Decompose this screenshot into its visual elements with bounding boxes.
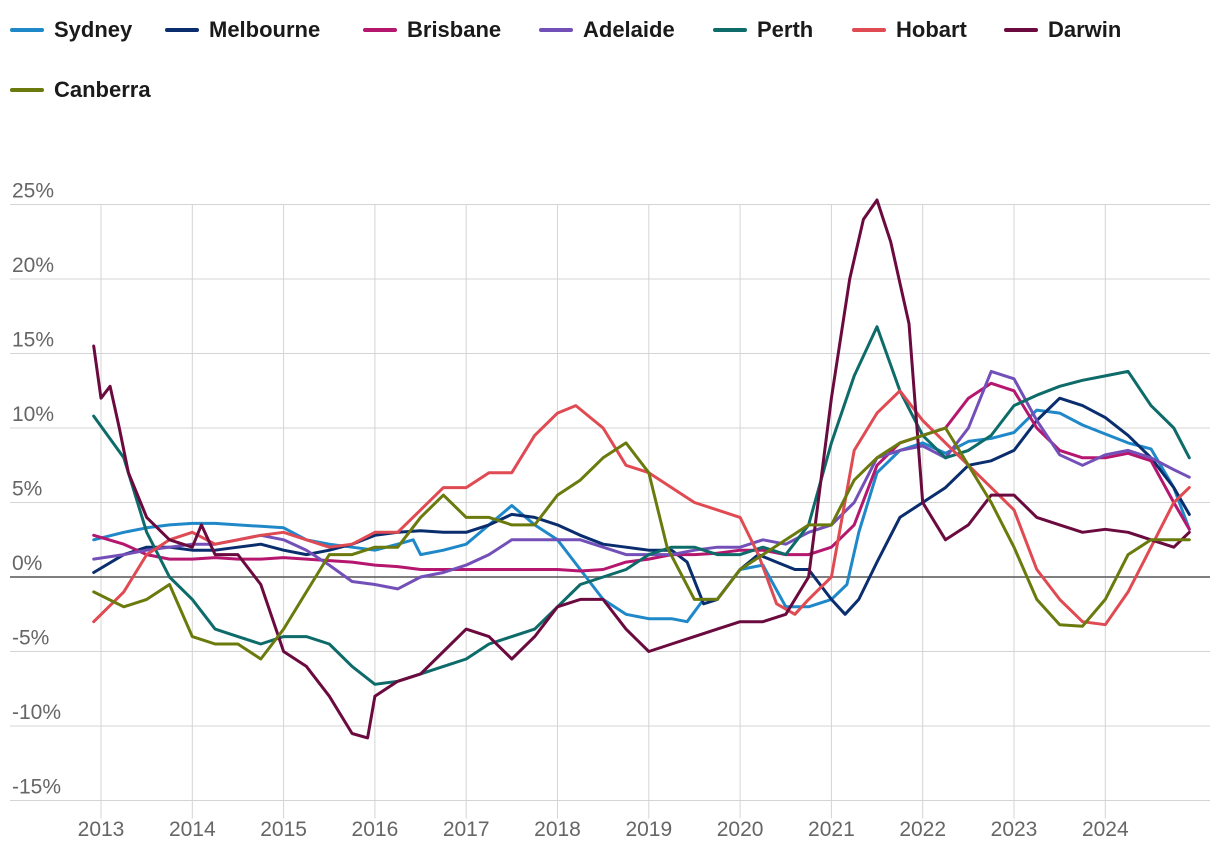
y-tick-label: -15% (12, 776, 61, 799)
legend-item-canberra: Canberra (10, 77, 151, 103)
legend-label: Melbourne (209, 17, 321, 42)
x-tick-label: 2014 (169, 818, 216, 841)
legend-label: Adelaide (583, 17, 675, 42)
legend-item-sydney: Sydney (10, 17, 132, 43)
x-tick-label: 2018 (534, 818, 581, 841)
gridlines (10, 204, 1210, 819)
legend-swatch (363, 28, 397, 32)
y-tick-label: -10% (12, 701, 61, 724)
legend-swatch (852, 28, 886, 32)
y-tick-label: 5% (12, 478, 42, 501)
x-tick-label: 2015 (260, 818, 307, 841)
x-tick-label: 2016 (352, 818, 399, 841)
legend-swatch (10, 88, 44, 92)
legend-item-adelaide: Adelaide (539, 17, 675, 43)
y-tick-label: -5% (12, 627, 49, 650)
x-tick-label: 2017 (443, 818, 490, 841)
legend-label: Brisbane (407, 17, 502, 42)
y-tick-label: 10% (12, 403, 54, 426)
legend-item-perth: Perth (713, 17, 813, 43)
series-line-sydney (92, 408, 1191, 624)
legend-swatch (713, 28, 747, 32)
series-line-hobart (92, 389, 1191, 627)
legend-swatch (1004, 28, 1038, 32)
x-tick-label: 2022 (899, 818, 946, 841)
legend-label: Darwin (1048, 17, 1122, 42)
series-line-darwin (92, 198, 1191, 740)
legend-label: Canberra (54, 77, 151, 102)
legend-item-brisbane: Brisbane (363, 17, 501, 43)
series-lines (92, 198, 1191, 740)
y-axis-tick-labels: -15% -10% -5% 0% 5% 10% 15% 20% 25% (12, 180, 61, 799)
x-tick-label: 2024 (1082, 818, 1129, 841)
x-tick-label: 2021 (808, 818, 855, 841)
series-line-adelaide (92, 369, 1191, 591)
series-line-perth (92, 325, 1191, 686)
legend-swatch (165, 28, 199, 32)
legend-item-hobart: Hobart (852, 17, 967, 43)
series-line-brisbane (92, 381, 1191, 573)
legend-label: Hobart (896, 17, 967, 42)
legend-swatch (539, 28, 573, 32)
x-tick-label: 2023 (991, 818, 1038, 841)
y-tick-label: 0% (12, 552, 42, 575)
legend-item-melbourne: Melbourne (165, 17, 320, 43)
y-tick-label: 20% (12, 254, 54, 277)
series-line-melbourne (92, 396, 1191, 616)
x-axis-tick-labels: 2013 2014 2015 2016 2017 2018 2019 2020 2021 2022… (78, 818, 1129, 841)
y-tick-label: 25% (12, 180, 54, 203)
x-tick-label: 2013 (78, 818, 125, 841)
legend-item-darwin: Darwin (1004, 17, 1121, 43)
chart-legend: Sydney Melbourne Brisbane Adelaide Perth Hoba… (10, 8, 1210, 108)
legend-label: Sydney (54, 17, 133, 42)
legend-swatch (10, 28, 44, 32)
x-tick-label: 2019 (625, 818, 672, 841)
series-line-canberra (92, 426, 1191, 661)
x-tick-label: 2020 (717, 818, 764, 841)
legend-label: Perth (757, 17, 814, 42)
y-tick-label: 15% (12, 329, 54, 352)
